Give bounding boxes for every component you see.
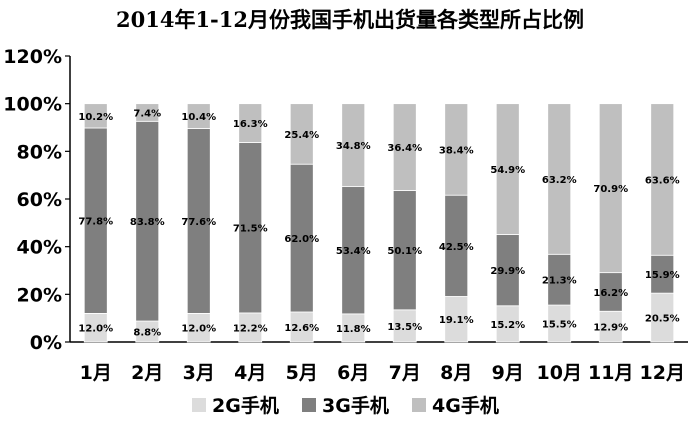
y-tick-label: 40% — [17, 237, 62, 259]
data-label: 10.4% — [181, 112, 216, 123]
x-tick-label: 6月 — [337, 362, 369, 384]
y-tick-label: 60% — [17, 189, 62, 211]
data-label: 83.8% — [130, 217, 165, 228]
data-label: 29.9% — [490, 266, 525, 277]
data-label: 20.5% — [645, 314, 680, 325]
x-tick-label: 7月 — [389, 362, 421, 384]
bar-segment-4g — [83, 103, 108, 129]
data-label: 11.8% — [336, 324, 371, 335]
legend-swatch — [412, 398, 426, 412]
data-label: 16.2% — [593, 288, 628, 299]
data-label: 12.6% — [284, 323, 319, 334]
data-labels: 12.0% 77.8% 10.2% 8.8% 83.8% 7.4% 12.0% 77.6% 10… — [78, 108, 679, 338]
data-label: 42.5% — [439, 242, 474, 253]
bar-segment-4g — [289, 103, 314, 165]
x-tick-label: 10月 — [537, 362, 582, 384]
y-axis: 0% 20% 40% 60% 80% 100% 120% — [3, 46, 71, 354]
x-tick-label: 9月 — [492, 362, 524, 384]
data-label: 16.3% — [233, 119, 268, 130]
x-tick-label: 11月 — [588, 362, 633, 384]
data-label: 71.5% — [233, 224, 268, 235]
bars — [83, 103, 675, 343]
data-label: 15.9% — [645, 270, 680, 281]
data-label: 15.5% — [542, 320, 577, 331]
data-label: 34.8% — [336, 141, 371, 152]
data-label: 36.4% — [387, 143, 422, 154]
data-label: 54.9% — [490, 165, 525, 176]
bar-segment-4g — [186, 103, 211, 129]
data-label: 13.5% — [387, 322, 422, 333]
data-label: 77.6% — [181, 217, 216, 228]
bar-segment-4g — [392, 103, 417, 191]
legend-label: 2G手机 — [212, 394, 279, 417]
legend-swatch — [192, 398, 206, 412]
data-label: 8.8% — [133, 328, 161, 339]
x-tick-label: 1月 — [80, 362, 112, 384]
legend: 2G手机 3G手机 4G手机 — [192, 394, 499, 417]
data-label: 25.4% — [284, 130, 319, 141]
y-tick-label: 100% — [3, 94, 62, 116]
x-tick-label: 2月 — [131, 362, 163, 384]
data-label: 12.2% — [233, 323, 268, 334]
data-label: 77.8% — [78, 217, 113, 228]
y-tick-label: 0% — [30, 332, 62, 354]
bar-segment-4g — [238, 103, 263, 143]
x-tick-label: 3月 — [183, 362, 215, 384]
bar-segment-4g — [495, 103, 520, 235]
bar-segment-4g — [598, 103, 623, 274]
x-tick-label: 8月 — [440, 362, 472, 384]
x-axis: 1月 2月 3月 4月 5月 6月 7月 8月 9月 10月 11月 12月 — [70, 341, 688, 384]
bar-segment-4g — [444, 103, 469, 196]
bar-segment-4g — [650, 103, 675, 256]
bar-segment-4g — [547, 103, 572, 255]
data-label: 19.1% — [439, 315, 474, 326]
data-label: 10.2% — [78, 112, 113, 123]
data-label: 50.1% — [387, 246, 422, 257]
data-label: 62.0% — [284, 234, 319, 245]
bar-segment-4g — [135, 103, 160, 122]
data-label: 15.2% — [490, 320, 525, 331]
data-label: 70.9% — [593, 184, 628, 195]
x-tick-label: 4月 — [234, 362, 266, 384]
legend-label: 3G手机 — [322, 394, 389, 417]
data-label: 7.4% — [133, 108, 161, 119]
data-label: 21.3% — [542, 276, 577, 287]
x-tick-label: 12月 — [640, 362, 685, 384]
y-tick-label: 20% — [17, 284, 62, 306]
data-label: 38.4% — [439, 145, 474, 156]
data-label: 63.6% — [645, 175, 680, 186]
data-label: 63.2% — [542, 175, 577, 186]
bar-segment-4g — [341, 103, 366, 188]
data-label: 12.0% — [181, 324, 216, 335]
legend-swatch — [302, 398, 316, 412]
x-tick-label: 5月 — [286, 362, 318, 384]
y-tick-label: 80% — [17, 141, 62, 163]
y-tick-label: 120% — [3, 46, 62, 68]
data-label: 53.4% — [336, 246, 371, 257]
legend-label: 4G手机 — [432, 394, 499, 417]
data-label: 12.0% — [78, 324, 113, 335]
data-label: 12.9% — [593, 323, 628, 334]
chart-title: 2014年1-12月份我国手机出货量各类型所占比例 — [116, 7, 584, 32]
